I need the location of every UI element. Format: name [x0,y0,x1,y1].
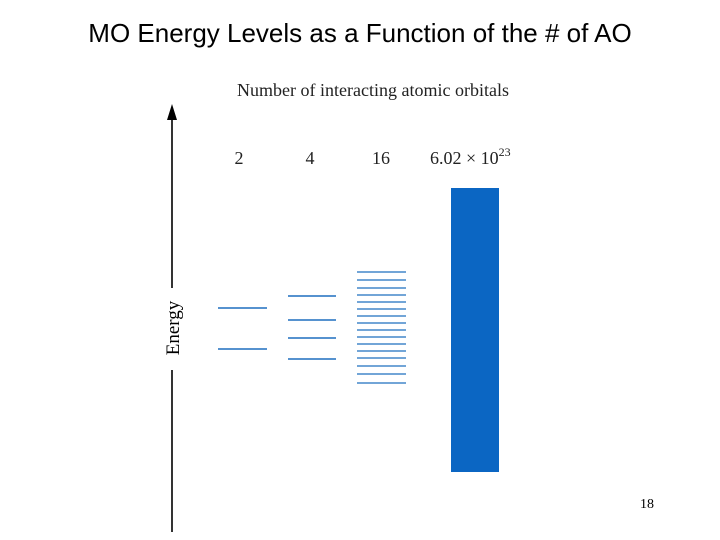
levels-4-ao [288,295,336,360]
column-label-avogadro-exponent: 23 [499,145,511,159]
levels-16-ao [357,271,406,384]
diagram-header: Number of interacting atomic orbitals [237,80,509,100]
column-label-avogadro-mantissa: 6.02 × 10 [430,148,499,168]
column-label-avogadro: 6.02 × 1023 [430,145,511,168]
slide-title: MO Energy Levels as a Function of the # … [88,18,632,48]
energy-band [451,188,499,472]
energy-axis-arrowhead [167,104,177,120]
energy-axis-label: Energy [163,300,184,355]
column-label-16: 16 [372,148,390,168]
page-number: 18 [640,497,654,512]
column-label-2: 2 [235,148,244,168]
column-label-4: 4 [306,148,315,168]
levels-2-ao [218,307,267,350]
